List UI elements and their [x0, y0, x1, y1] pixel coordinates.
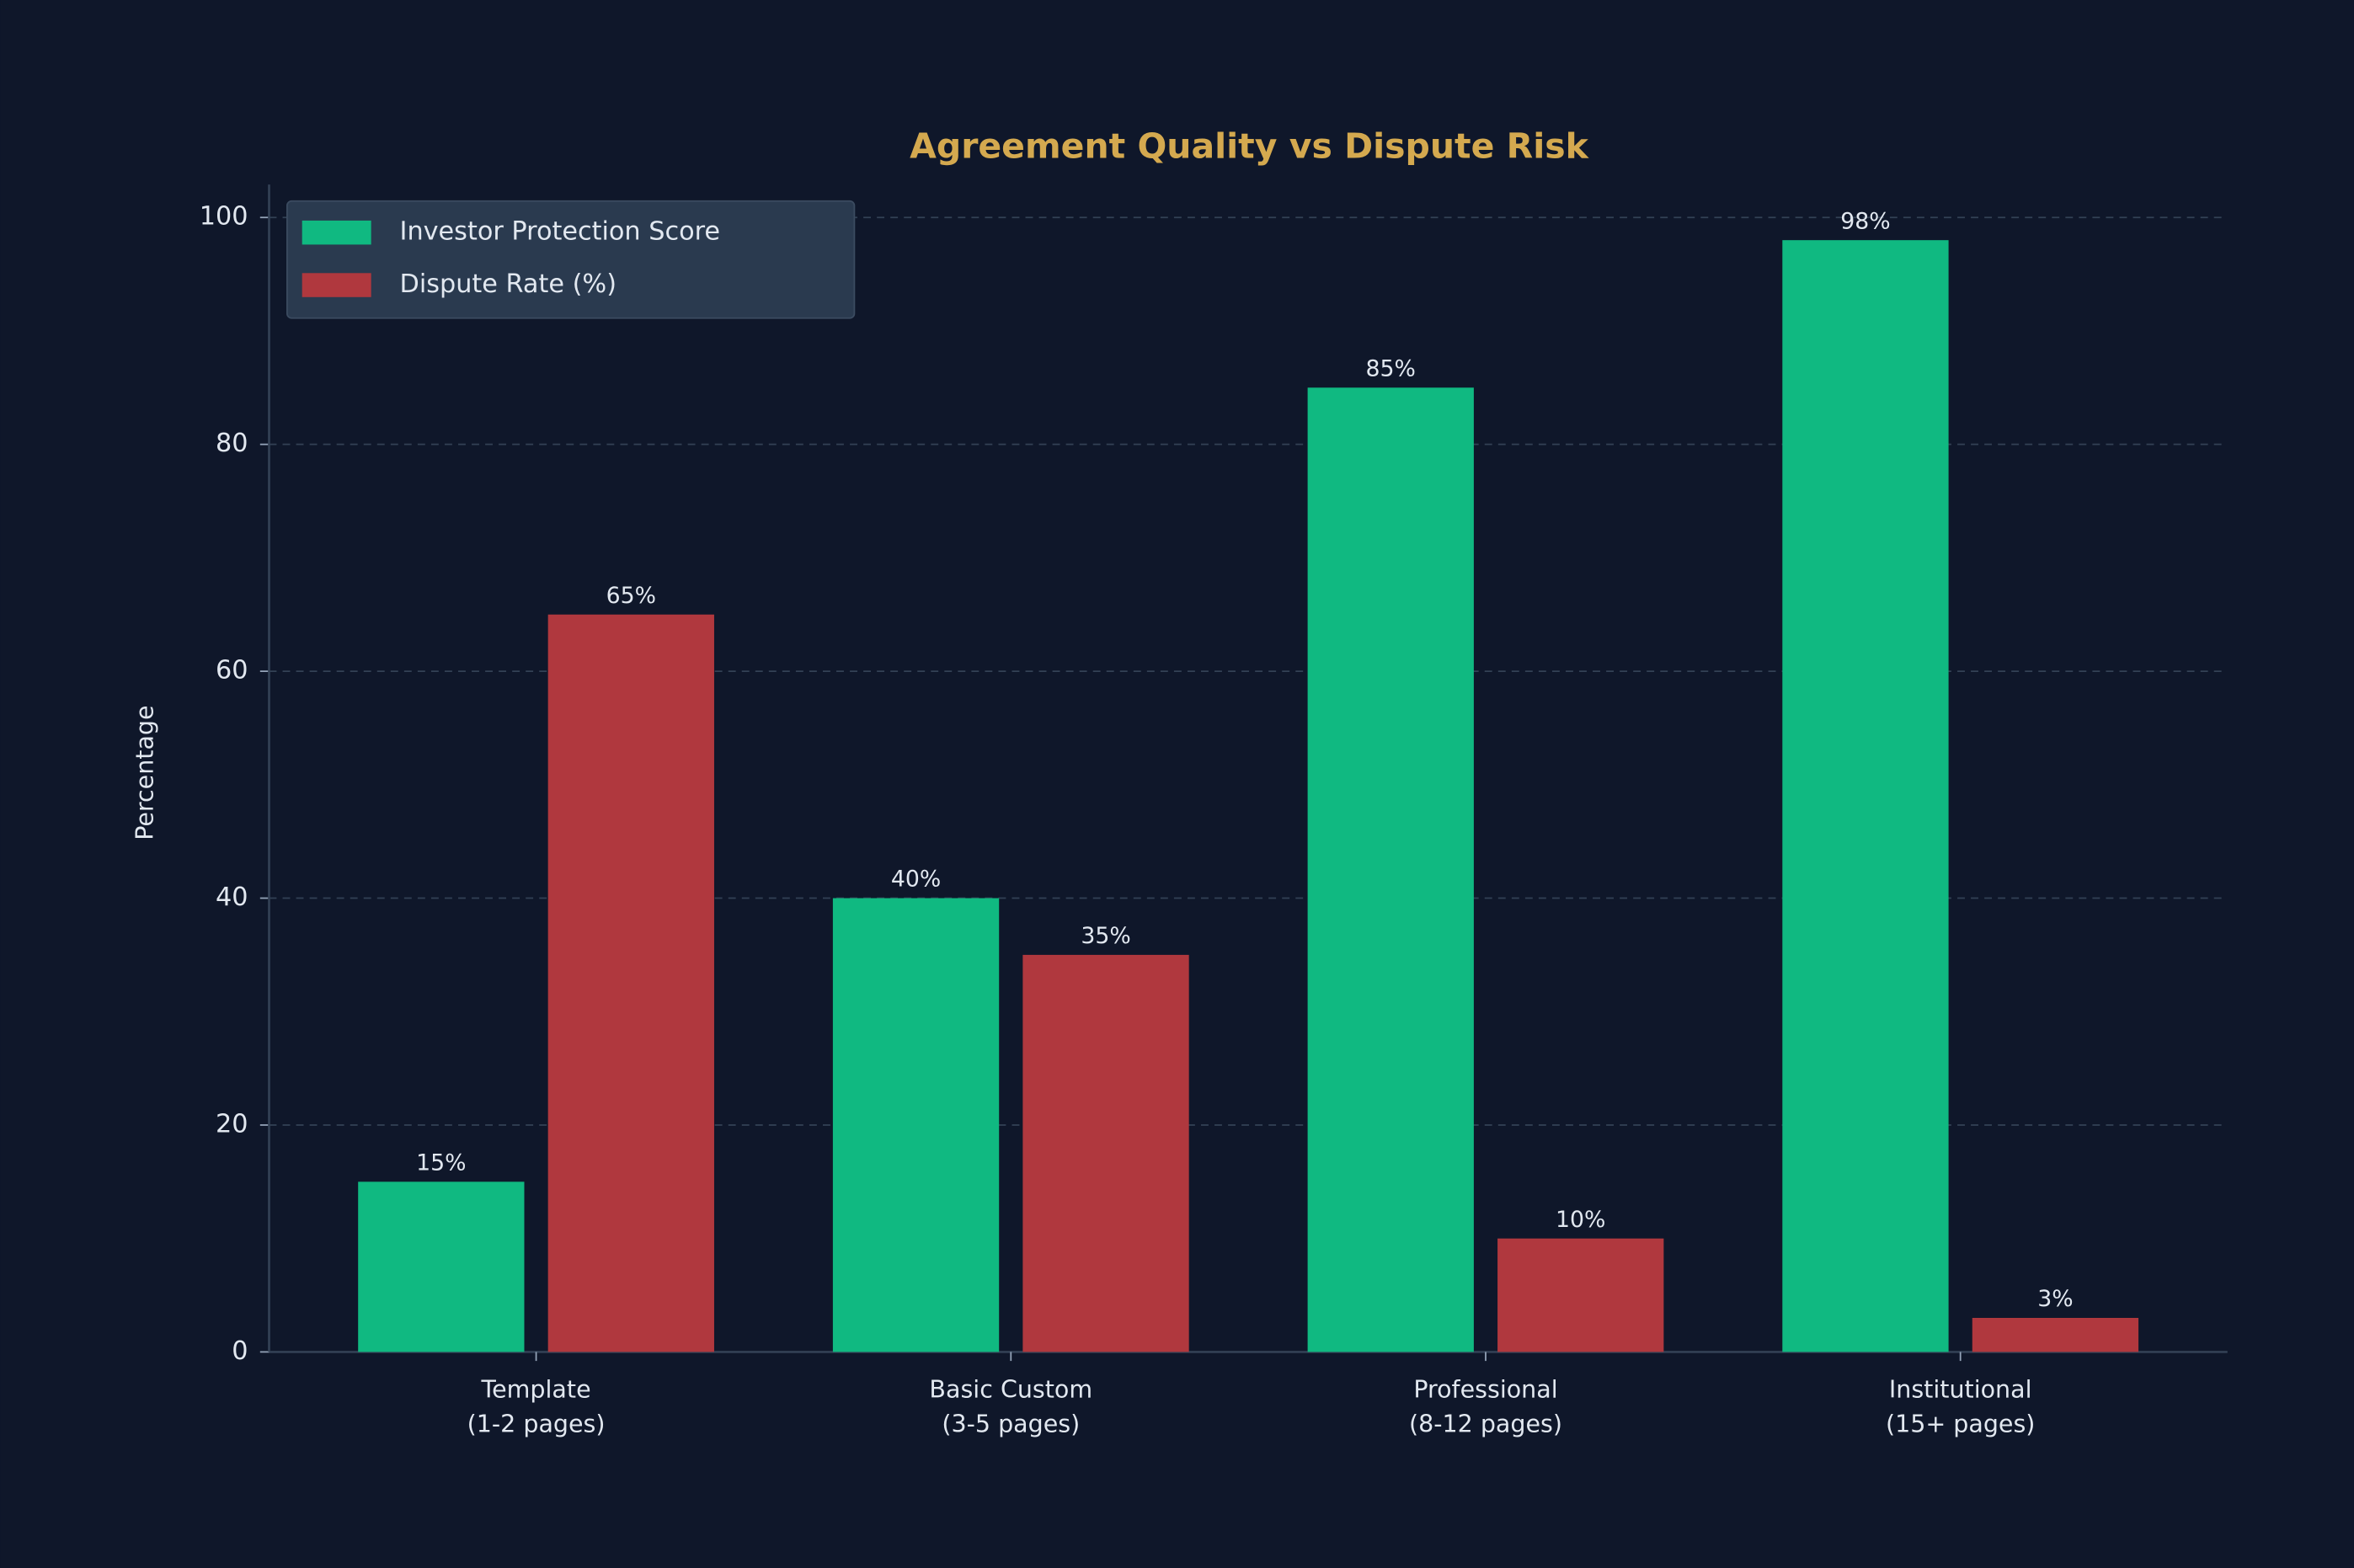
bar — [1497, 1238, 1664, 1352]
bar — [1022, 954, 1189, 1352]
x-tick-label: Institutional (15+ pages) — [1886, 1376, 2035, 1438]
value-label: 65% — [606, 583, 656, 609]
bar — [1307, 387, 1474, 1352]
legend-label: Dispute Rate (%) — [400, 269, 617, 299]
legend: Investor Protection Score Dispute Rate (%… — [286, 200, 856, 319]
legend-swatch — [302, 273, 371, 297]
y-tick-label: 20 — [216, 1109, 248, 1139]
value-label: 10% — [1556, 1207, 1605, 1233]
value-label: 98% — [1840, 208, 1890, 234]
bar — [547, 614, 714, 1352]
value-label: 3% — [2037, 1286, 2073, 1312]
y-tick-label: 0 — [232, 1336, 248, 1366]
legend-label: Investor Protection Score — [400, 217, 721, 247]
value-label: 35% — [1081, 923, 1130, 949]
legend-swatch — [302, 220, 371, 245]
y-tick-label: 80 — [216, 429, 248, 458]
y-axis-label: Percentage — [131, 705, 158, 840]
value-label: 40% — [891, 867, 941, 893]
bar — [358, 1181, 525, 1352]
chart-title: Agreement Quality vs Dispute Risk — [910, 125, 1589, 166]
y-tick-label: 40 — [216, 883, 248, 912]
legend-box — [286, 200, 856, 319]
value-label: 85% — [1366, 355, 1416, 381]
x-tick-label: Professional (8-12 pages) — [1409, 1376, 1562, 1438]
x-tick-label: Basic Custom (3-5 pages) — [929, 1376, 1092, 1438]
bar — [1782, 240, 1949, 1352]
value-label: 15% — [416, 1149, 466, 1176]
y-tick-label: 100 — [200, 202, 248, 232]
bar — [832, 898, 1000, 1352]
bar — [1972, 1318, 2139, 1352]
x-tick-label: Template (1-2 pages) — [467, 1376, 606, 1438]
y-tick-label: 60 — [216, 656, 248, 685]
